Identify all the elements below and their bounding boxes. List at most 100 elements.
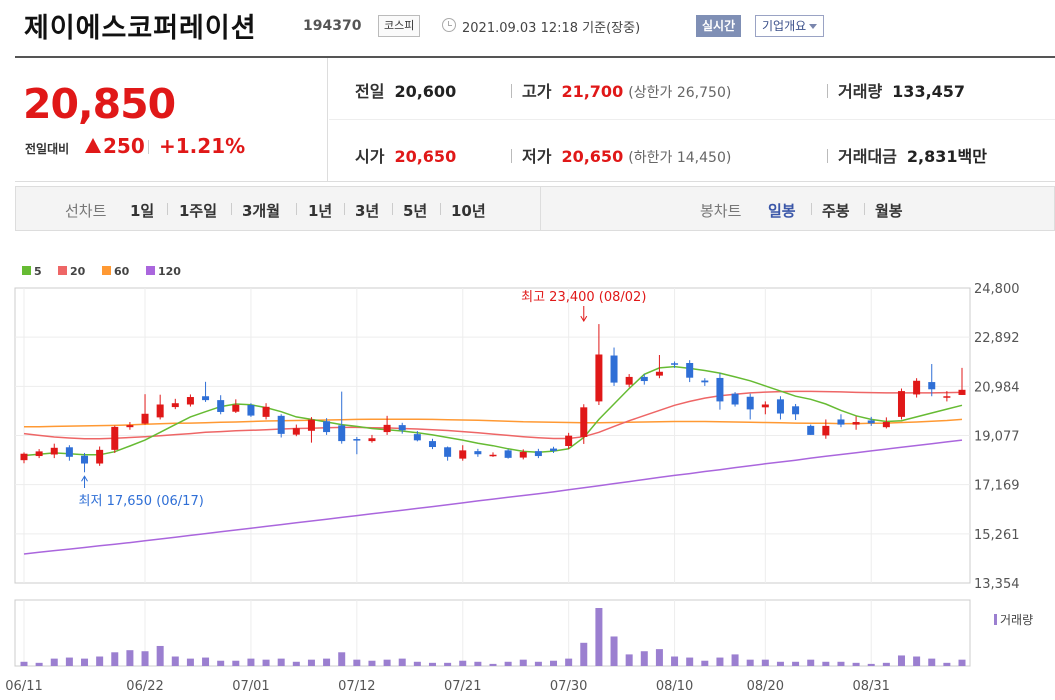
high-annotation-arrowhead bbox=[580, 315, 588, 323]
ma-legend-swatch bbox=[146, 266, 155, 275]
ma120-line bbox=[23, 439, 963, 555]
tab-3m[interactable]: 3개월 bbox=[242, 202, 281, 220]
lower-limit: (하한가 14,450) bbox=[628, 150, 731, 166]
tab-monthly[interactable]: 월봉 bbox=[875, 202, 903, 220]
tab-daily[interactable]: 일봉 bbox=[768, 202, 796, 220]
prev-close-cell: 전일 20,600 bbox=[355, 78, 456, 102]
volume-bar bbox=[625, 654, 633, 666]
volume-bar bbox=[867, 663, 875, 666]
volume-bar bbox=[519, 659, 527, 666]
x-tick-label: 06/22 bbox=[126, 679, 163, 694]
divider bbox=[827, 84, 828, 98]
divider bbox=[167, 203, 168, 215]
volume-bar bbox=[852, 662, 860, 666]
candle-body bbox=[897, 391, 905, 417]
candle-body bbox=[247, 405, 255, 416]
y-tick-label: 24,800 bbox=[974, 282, 1020, 297]
volume-bar bbox=[595, 608, 603, 666]
volume-bar bbox=[232, 660, 240, 666]
open-label: 시가 bbox=[355, 147, 385, 166]
volume-bar bbox=[383, 659, 391, 666]
candle-body bbox=[292, 428, 300, 435]
volume-bar bbox=[217, 660, 225, 666]
volume-bar bbox=[489, 663, 497, 666]
candle-body bbox=[141, 413, 149, 424]
volume-bar bbox=[792, 661, 800, 666]
lower-limit-value: 14,450) bbox=[676, 150, 732, 166]
volume-bar bbox=[247, 658, 255, 666]
divider bbox=[296, 203, 297, 215]
tab-weekly[interactable]: 주봉 bbox=[822, 202, 850, 220]
y-tick-label: 20,984 bbox=[974, 380, 1020, 395]
tab-1w[interactable]: 1주일 bbox=[179, 202, 218, 220]
y-tick-label: 19,077 bbox=[974, 430, 1020, 445]
realtime-button[interactable]: 실시간 bbox=[696, 15, 742, 37]
volume-bar bbox=[353, 659, 361, 666]
candle-body bbox=[580, 407, 588, 437]
ma-legend-swatch bbox=[58, 266, 67, 275]
low-annotation-arrowhead bbox=[81, 475, 88, 482]
change-label: 전일대비 bbox=[25, 142, 70, 156]
volume-bar bbox=[156, 645, 164, 666]
low-value: 20,650 bbox=[561, 147, 624, 166]
volume-bar bbox=[368, 660, 376, 666]
ma-legend-label: 120 bbox=[158, 265, 181, 278]
chart-period-tabs: 선차트 1일 1주일 3개월 1년 3년 5년 10년 봉차트 일봉 주봉 월봉 bbox=[15, 186, 1055, 231]
volume-value: 133,457 bbox=[892, 82, 966, 101]
volume-bar bbox=[111, 652, 119, 666]
candle-body bbox=[186, 397, 194, 405]
open-cell: 시가 20,650 bbox=[355, 143, 456, 167]
volume-bar bbox=[716, 657, 724, 666]
candle-body bbox=[368, 438, 376, 442]
company-name: 제이에스코퍼레이션 bbox=[24, 13, 257, 44]
ma-legend-label: 5 bbox=[34, 265, 42, 278]
candle-body bbox=[217, 400, 225, 412]
volume-bar bbox=[550, 660, 558, 666]
x-tick-label: 08/31 bbox=[852, 679, 889, 694]
upper-limit-label: (상한가 bbox=[628, 85, 673, 101]
volume-bar bbox=[262, 659, 270, 666]
volume-bar bbox=[731, 654, 739, 666]
corp-info-dropdown[interactable]: 기업개요 bbox=[755, 15, 825, 37]
candle-body bbox=[534, 451, 542, 457]
tab-10y[interactable]: 10년 bbox=[451, 202, 486, 220]
y-tick-label: 22,892 bbox=[974, 331, 1020, 346]
divider bbox=[811, 203, 812, 215]
candle-body bbox=[50, 447, 58, 455]
candle-body bbox=[686, 363, 694, 378]
y-tick-label: 13,354 bbox=[974, 577, 1020, 592]
volume-bar bbox=[65, 657, 73, 666]
divider bbox=[344, 203, 345, 215]
volume-bar bbox=[837, 661, 845, 666]
quote-panel: 20,850 전일대비 250 +1.21% 전일 20,600 고가 21,700… bbox=[15, 56, 1055, 182]
tab-1d[interactable]: 1일 bbox=[130, 202, 155, 220]
ma5-line bbox=[23, 365, 963, 457]
candle-body bbox=[35, 451, 43, 457]
ma-legend-label: 60 bbox=[114, 265, 130, 278]
candle-body bbox=[701, 380, 709, 383]
volume-bar bbox=[96, 656, 104, 666]
tab-5y[interactable]: 5년 bbox=[403, 202, 428, 220]
tab-1y[interactable]: 1년 bbox=[308, 202, 333, 220]
candle-body bbox=[504, 450, 512, 458]
divider bbox=[511, 84, 512, 98]
divider bbox=[392, 203, 393, 215]
candle-body bbox=[625, 376, 633, 385]
candle-body bbox=[792, 406, 800, 415]
change-value: 250 bbox=[103, 134, 145, 158]
ma-legend-swatch bbox=[22, 266, 31, 275]
volume-bar bbox=[807, 659, 815, 666]
candle-body bbox=[444, 447, 452, 457]
volume-bar bbox=[776, 661, 784, 666]
candle-body bbox=[928, 382, 936, 390]
tab-3y[interactable]: 3년 bbox=[355, 202, 380, 220]
price-chart[interactable]: 24,800 22,892 20,984 19,077 17,169 15,261 13,3… bbox=[0, 238, 1055, 700]
chart-canvas: 24,800 22,892 20,984 19,077 17,169 15,261 13,3… bbox=[5, 265, 1033, 694]
x-tick-label: 07/21 bbox=[444, 679, 481, 694]
candle-body bbox=[428, 441, 436, 448]
timestamp: 2021.09.03 12:18 기준(장중) bbox=[462, 21, 641, 36]
candle-body bbox=[655, 371, 663, 376]
candle-body bbox=[837, 419, 845, 425]
divider bbox=[864, 203, 865, 215]
amount-value: 2,831 bbox=[906, 147, 958, 166]
